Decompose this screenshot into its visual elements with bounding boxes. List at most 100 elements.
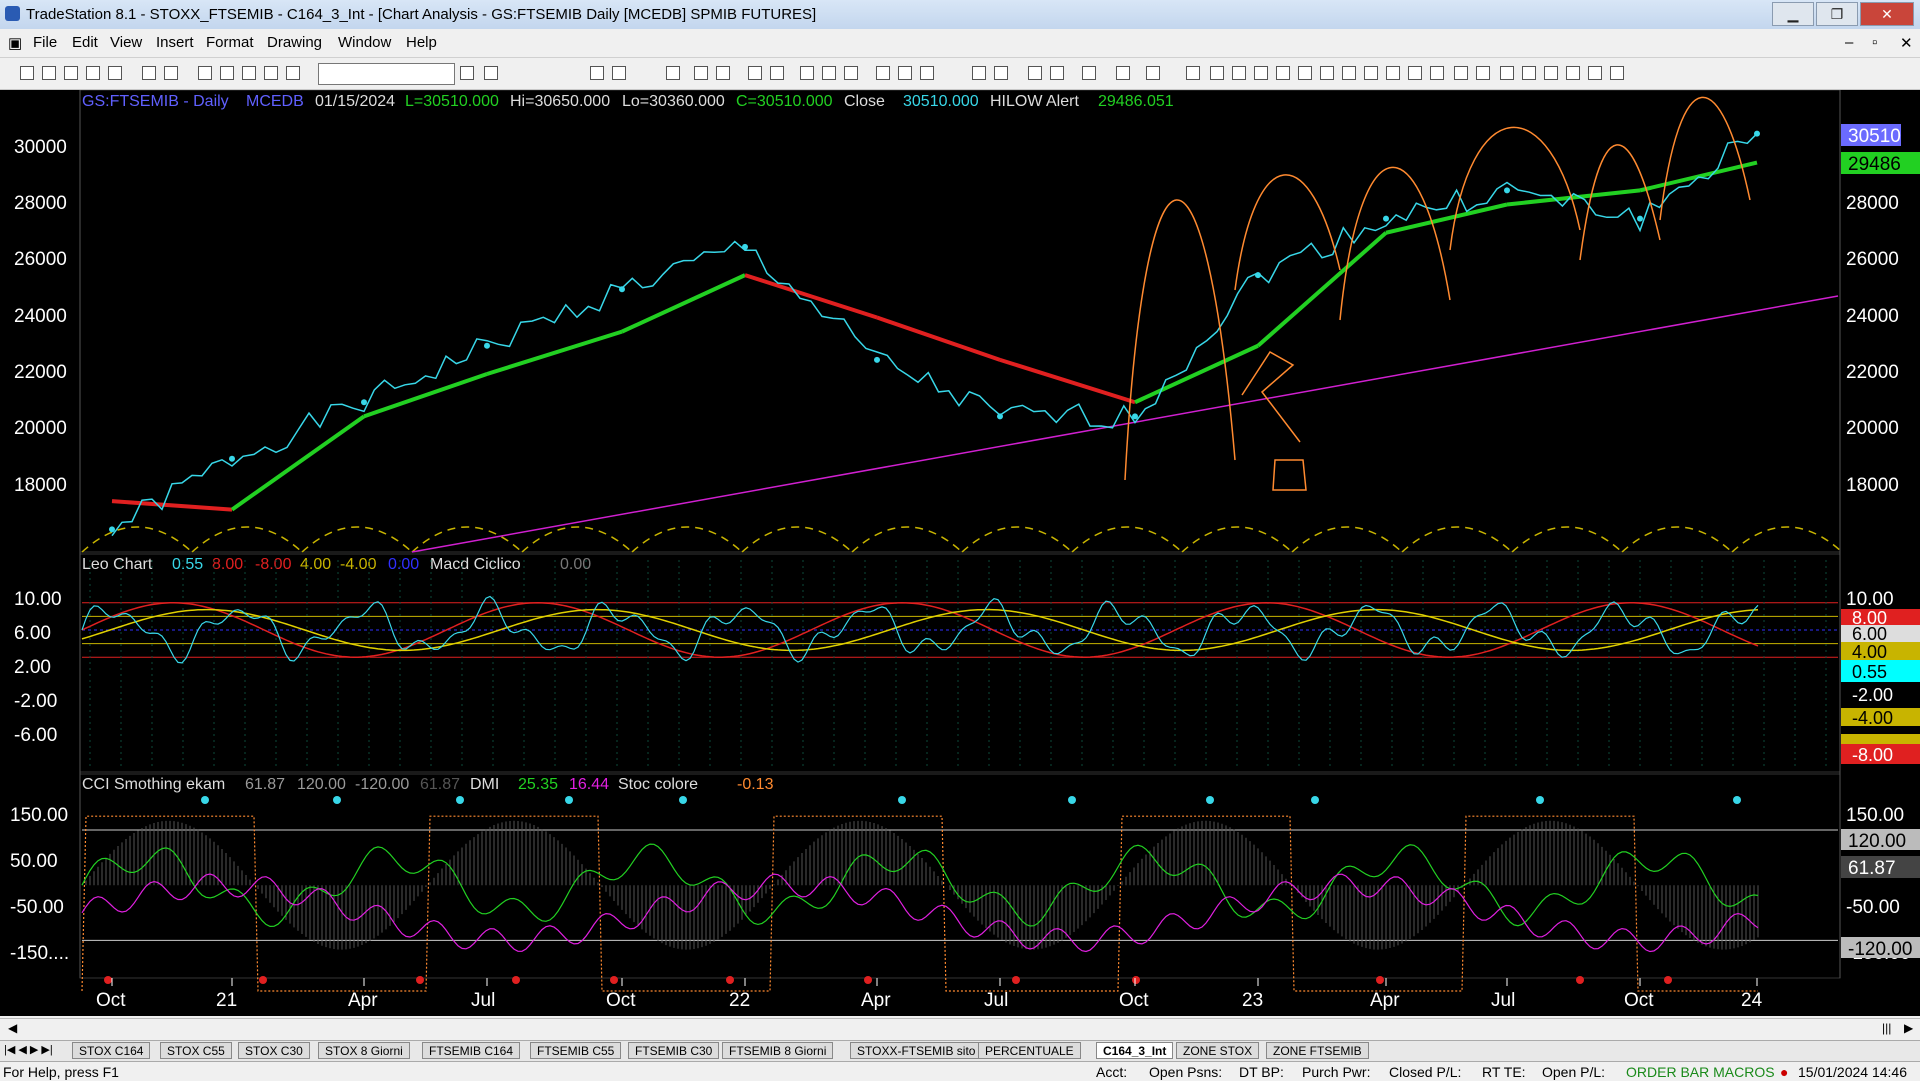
child-restore-button[interactable]: ▫ xyxy=(1872,34,1878,51)
menu-help[interactable]: Help xyxy=(406,34,437,51)
chart-icon[interactable] xyxy=(198,66,212,80)
line-chart-icon[interactable] xyxy=(716,66,730,80)
dotted-line-icon[interactable] xyxy=(1408,66,1422,80)
menu-file[interactable]: File xyxy=(33,34,58,51)
interval-back-icon[interactable] xyxy=(898,66,912,80)
tab-7[interactable]: FTSEMIB 8 Giorni xyxy=(722,1042,834,1059)
macd-v2: 8.00 xyxy=(212,556,243,573)
price-line xyxy=(111,133,1758,537)
arc-icon[interactable] xyxy=(1386,66,1400,80)
menu-window[interactable]: Window xyxy=(338,34,392,51)
tab-5[interactable]: FTSEMIB C55 xyxy=(530,1042,622,1059)
tab-3[interactable]: STOX 8 Giorni xyxy=(318,1042,410,1059)
channel-icon[interactable] xyxy=(1254,66,1268,80)
zoom-in-icon[interactable] xyxy=(972,66,986,80)
bell-icon[interactable] xyxy=(1146,66,1160,80)
menu-format[interactable]: Format xyxy=(206,34,254,51)
crosshair-icon[interactable] xyxy=(1050,66,1064,80)
tab-0[interactable]: STOX C164 xyxy=(72,1042,151,1059)
pitchfork-icon[interactable] xyxy=(1364,66,1378,80)
new-workspace-icon[interactable] xyxy=(86,66,100,80)
tab-1[interactable]: STOX C55 xyxy=(160,1042,232,1059)
child-close-button[interactable]: ✕ xyxy=(1900,35,1913,52)
macd-tick-10: 10.00 xyxy=(14,589,62,610)
ellipse-icon[interactable] xyxy=(1566,66,1580,80)
tab-9[interactable]: PERCENTUALE xyxy=(978,1042,1081,1059)
zoom-out-icon[interactable] xyxy=(994,66,1008,80)
freeform-icon[interactable] xyxy=(1500,66,1514,80)
data-window-icon[interactable] xyxy=(800,66,814,80)
arrow-down-icon[interactable] xyxy=(1522,66,1536,80)
window-link-icon[interactable] xyxy=(1116,66,1130,80)
tab-nav-icon[interactable]: |◀ ◀ ▶ ▶| xyxy=(4,1044,53,1056)
close-button[interactable]: ✕ xyxy=(1860,2,1914,26)
lock-icon[interactable] xyxy=(242,66,256,80)
pencil-icon[interactable] xyxy=(1476,66,1490,80)
fibo-time-icon[interactable] xyxy=(1454,66,1468,80)
tab-2[interactable]: STOX C30 xyxy=(238,1042,310,1059)
arrow-right-icon[interactable] xyxy=(460,66,474,80)
new-icon[interactable] xyxy=(20,66,34,80)
tools-icon[interactable] xyxy=(1082,66,1096,80)
binoculars-icon[interactable] xyxy=(484,66,498,80)
open-icon[interactable] xyxy=(42,66,56,80)
globe-icon[interactable] xyxy=(286,66,300,80)
grid-icon[interactable] xyxy=(590,66,604,80)
open-workspace-icon[interactable] xyxy=(64,66,78,80)
window-title: TradeStation 8.1 - STOXX_FTSEMIB - C164_… xyxy=(26,6,817,23)
arrow-line-icon[interactable] xyxy=(1430,66,1444,80)
maximize-button[interactable]: ❐ xyxy=(1816,2,1858,26)
gann-icon[interactable] xyxy=(1298,66,1312,80)
horizontal-line-icon[interactable] xyxy=(1232,66,1246,80)
cci-tick-150: 150.00 xyxy=(10,805,68,826)
tab-4[interactable]: FTSEMIB C164 xyxy=(422,1042,521,1059)
macd-name: Leo Chart xyxy=(82,556,153,573)
macd-badge-m8 xyxy=(1841,744,1920,764)
menu-view[interactable]: View xyxy=(110,34,143,51)
x-tick-label: Jul xyxy=(471,990,495,1011)
pointer-icon[interactable] xyxy=(1028,66,1042,80)
minimize-button[interactable]: ▁ xyxy=(1772,2,1814,26)
strategy-icon[interactable] xyxy=(770,66,784,80)
indicator-icon[interactable] xyxy=(748,66,762,80)
scroll-left-icon[interactable]: ◀ xyxy=(8,1021,18,1035)
save-icon[interactable] xyxy=(108,66,122,80)
arrow-up-icon[interactable] xyxy=(1544,66,1558,80)
speedline-icon[interactable] xyxy=(1320,66,1334,80)
menu-edit[interactable]: Edit xyxy=(72,34,98,51)
tab-11[interactable]: ZONE STOX xyxy=(1176,1042,1260,1059)
print-icon[interactable] xyxy=(142,66,156,80)
table-icon[interactable] xyxy=(612,66,626,80)
rectangle-icon[interactable] xyxy=(1588,66,1602,80)
horizontal-scrollbar[interactable]: ◀ ||| ▶ xyxy=(0,1018,1920,1040)
text-icon[interactable] xyxy=(1610,66,1624,80)
regression-icon[interactable] xyxy=(1342,66,1356,80)
trendline-icon[interactable] xyxy=(1186,66,1200,80)
vertical-line-icon[interactable] xyxy=(1210,66,1224,80)
tab-10[interactable]: C164_3_Int xyxy=(1096,1042,1174,1059)
candle-icon[interactable] xyxy=(694,66,708,80)
chart-area[interactable]: GS:FTSEMIB - Daily MCEDB 01/15/2024 L=30… xyxy=(0,89,1920,1016)
tab-8[interactable]: STOXX-FTSEMIB sito xyxy=(850,1042,983,1059)
tab-12[interactable]: ZONE FTSEMIB xyxy=(1266,1042,1369,1059)
tick-icon[interactable] xyxy=(844,66,858,80)
interval-fwd-icon[interactable] xyxy=(920,66,934,80)
tab-6[interactable]: FTSEMIB C30 xyxy=(628,1042,720,1059)
hist-icon[interactable] xyxy=(822,66,836,80)
cci-bottom-dot xyxy=(1576,976,1584,984)
drawing-icon[interactable] xyxy=(264,66,278,80)
macd-badge-6-text: 6.00 xyxy=(1852,624,1887,644)
child-minimize-button[interactable]: – xyxy=(1845,34,1854,51)
price-tick-30000: 30000 xyxy=(14,137,67,158)
interval-icon[interactable] xyxy=(876,66,890,80)
bar-chart-icon[interactable] xyxy=(666,66,680,80)
menu-insert[interactable]: Insert xyxy=(156,34,194,51)
scroll-thumb-icon[interactable]: ||| xyxy=(1882,1021,1892,1035)
fib-icon[interactable] xyxy=(1276,66,1290,80)
menu-drawing[interactable]: Drawing xyxy=(267,34,323,51)
status-macros[interactable]: ORDER BAR MACROS xyxy=(1626,1064,1775,1080)
scroll-right-icon[interactable]: ▶ xyxy=(1904,1021,1914,1035)
symbol-select[interactable] xyxy=(318,63,455,85)
print-preview-icon[interactable] xyxy=(164,66,178,80)
radar-icon[interactable] xyxy=(220,66,234,80)
